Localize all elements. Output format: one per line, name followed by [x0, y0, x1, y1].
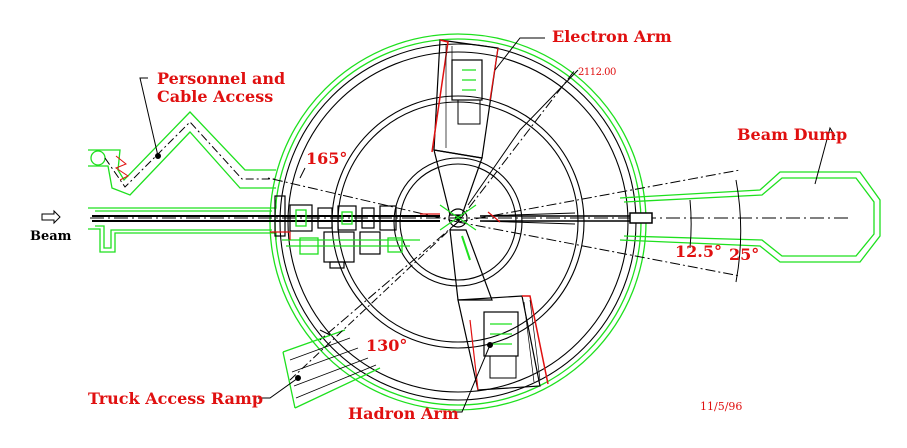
personnel-access-corridor — [88, 111, 276, 196]
beam-label: Beam — [30, 229, 72, 244]
angle-arcs — [299, 167, 742, 336]
electron-arm — [431, 39, 499, 216]
beamline-equipment-green — [282, 209, 420, 255]
personnel-access-centerline — [104, 121, 276, 188]
reference-number-label: 2112.00 — [578, 67, 616, 78]
beamline-equipment-red — [270, 211, 501, 240]
beam-line — [90, 212, 850, 225]
target-pivot — [439, 204, 477, 231]
truck-access-ramp-label: Truck Access Ramp — [88, 389, 264, 408]
hadron-arm-label: Hadron Arm — [348, 404, 459, 423]
personnel-access-label-line1: Personnel and — [157, 69, 286, 88]
beam-arrow-icon — [41, 209, 61, 225]
angle-130-label: 130° — [366, 336, 408, 355]
angle-25-label: 25° — [729, 245, 760, 264]
drawing-date-label: 11/5/96 — [700, 400, 743, 413]
truck-ramp-centerline — [289, 221, 459, 381]
beam-dump-label: Beam Dump — [737, 125, 848, 144]
angle-12-5-label: 12.5° — [675, 242, 722, 261]
personnel-access-label-line2: Cable Access — [157, 87, 274, 106]
beam-entry-corridor — [88, 200, 277, 253]
hadron-arm — [449, 229, 549, 391]
cable-zigzag — [114, 155, 129, 181]
label-leaders — [139, 37, 836, 413]
truck-access-ramp — [282, 329, 381, 409]
electron-arm-label: Electron Arm — [552, 27, 672, 46]
angle-165-label: 165° — [306, 149, 348, 168]
angle-lines — [267, 69, 741, 341]
beamline-equipment — [274, 195, 397, 269]
beam-dump-enclosure — [619, 171, 881, 263]
